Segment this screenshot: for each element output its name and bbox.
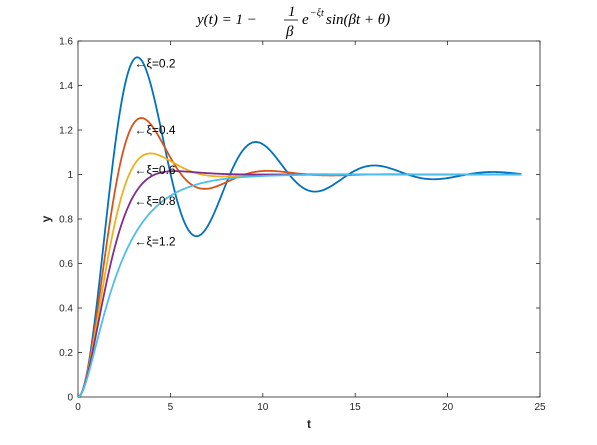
annotation-xi-0-2: ←ξ=0.2 bbox=[135, 56, 176, 70]
y-tick-label: 1.4 bbox=[59, 81, 73, 92]
svg-text:y(t) = 1 −: y(t) = 1 − bbox=[195, 12, 257, 28]
y-tick-label: 1.2 bbox=[59, 126, 73, 137]
y-tick-label: 0.4 bbox=[59, 304, 73, 315]
x-tick-label: 15 bbox=[350, 402, 362, 413]
x-tick-label: 5 bbox=[168, 402, 174, 413]
y-tick-label: 0.6 bbox=[59, 259, 73, 270]
x-tick-label: 10 bbox=[257, 402, 269, 413]
x-tick-label: 0 bbox=[75, 402, 81, 413]
y-tick-label: 0.2 bbox=[59, 348, 73, 359]
annotation-xi-0-8: ←ξ=0.8 bbox=[135, 194, 176, 208]
x-axis-label: t bbox=[307, 417, 311, 431]
annotation-xi-1-2: ←ξ=1.2 bbox=[135, 234, 176, 248]
series-line-xi-0-2 bbox=[78, 56, 522, 397]
y-tick-label: 1 bbox=[67, 170, 73, 181]
y-axis-label: y bbox=[39, 215, 53, 222]
plot-area: 0 5 10 15 20 25 0 0.2 0.4 0.6 0.8 1 1.2 1.4 1.6 t y ←ξ=0.… bbox=[39, 37, 546, 432]
y-tick-label: 1.6 bbox=[59, 37, 73, 48]
svg-text:e: e bbox=[302, 12, 309, 28]
x-tick-label: 25 bbox=[534, 402, 546, 413]
svg-text:β: β bbox=[285, 24, 294, 40]
annotation-xi-0-4: ←ξ=0.4 bbox=[135, 123, 176, 137]
svg-text:−ξt: −ξt bbox=[310, 8, 324, 19]
annotation-xi-0-6: ←ξ=0.6 bbox=[135, 163, 176, 177]
y-tick-label: 0 bbox=[67, 393, 73, 404]
chart-title: y(t) = 1 − 1 β e −ξt sin(βt + θ) bbox=[195, 4, 390, 40]
series-line-xi-1-2 bbox=[78, 173, 522, 397]
svg-text:1: 1 bbox=[288, 4, 296, 20]
axes-box bbox=[77, 40, 541, 398]
x-tick-label: 20 bbox=[442, 402, 454, 413]
svg-text:sin(βt + θ): sin(βt + θ) bbox=[326, 12, 390, 28]
y-tick-label: 0.8 bbox=[59, 215, 73, 226]
